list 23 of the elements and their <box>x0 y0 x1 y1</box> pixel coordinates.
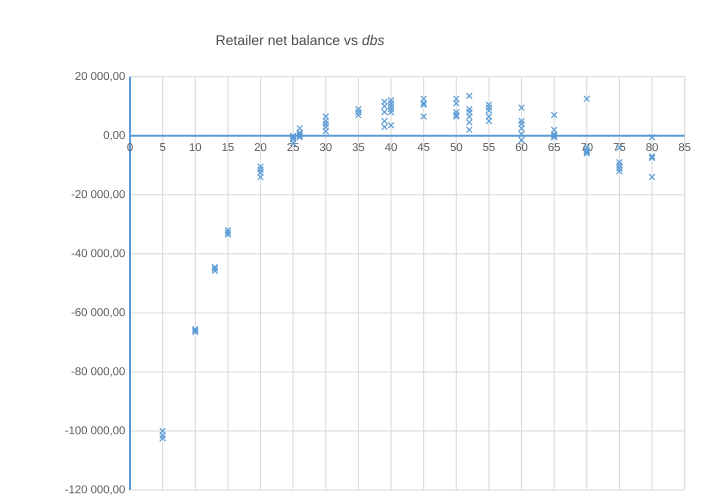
x-tick-label: 65 <box>548 143 560 152</box>
x-tick-label: 55 <box>483 143 495 151</box>
y-tick-label: 20 000,00 <box>75 72 125 82</box>
x-tick-label: 10 <box>190 143 202 152</box>
x-tick-label: 50 <box>450 143 462 152</box>
x-tick-label: 20 <box>254 143 266 152</box>
y-tick-label: -100 000,00 <box>65 426 125 436</box>
x-tick-label: 5 <box>160 143 166 151</box>
y-tick-label: -120 000,00 <box>65 485 125 495</box>
x-tick-label: 40 <box>384 143 397 152</box>
x-tick-label: 30 <box>320 143 332 152</box>
x-tick-label: 85 <box>678 143 691 152</box>
x-tick-label: 80 <box>646 143 658 152</box>
x-tick-label: 60 <box>516 143 528 152</box>
y-tick-label: -20 000,00 <box>72 190 125 200</box>
x-tick-label: 15 <box>222 143 234 151</box>
y-tick-label: -80 000,00 <box>72 367 125 377</box>
y-tick-label: -40 000,00 <box>72 249 125 258</box>
x-tick-label: 45 <box>418 143 430 151</box>
chart-title: Retailer net balance vs dbs <box>216 34 384 46</box>
y-tick-label: 0,00 <box>104 131 125 140</box>
x-tick-label: 35 <box>352 143 364 152</box>
y-tick-label: -60 000,00 <box>72 308 125 318</box>
